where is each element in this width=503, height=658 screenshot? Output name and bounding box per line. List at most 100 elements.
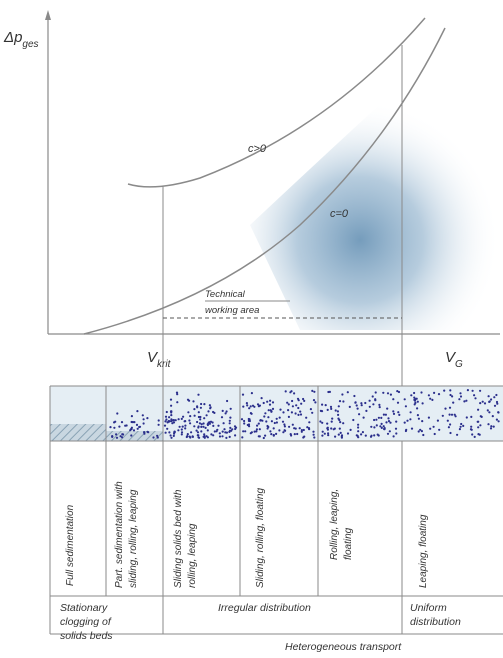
particle-dot	[416, 407, 419, 410]
particle-dot	[376, 433, 379, 436]
upper-curve-label: c>0	[248, 143, 267, 155]
particle-dot	[348, 405, 351, 408]
particle-dot	[130, 415, 133, 418]
particle-dot	[417, 430, 420, 433]
particle-dot	[337, 413, 340, 416]
particle-dot	[374, 391, 377, 394]
particle-dot	[170, 436, 173, 439]
particle-dot	[326, 408, 329, 411]
particle-dot	[221, 430, 224, 433]
particle-dot	[327, 432, 330, 435]
particle-dot	[327, 390, 330, 394]
particle-dot	[166, 427, 169, 430]
particle-dot	[281, 420, 285, 423]
particle-dot	[447, 426, 450, 429]
particle-dot	[387, 417, 390, 420]
particle-dot	[138, 425, 142, 428]
particle-dot	[403, 398, 406, 401]
particle-dot	[247, 419, 250, 422]
particle-dot	[385, 421, 388, 424]
particle-dot	[184, 420, 187, 423]
particle-dot	[188, 399, 191, 402]
particle-dot	[465, 399, 468, 402]
particle-dot	[448, 406, 452, 409]
particle-dot	[249, 412, 252, 415]
particle-dot	[217, 424, 220, 427]
y-axis-arrow-icon	[45, 10, 51, 20]
particle-dot	[111, 435, 114, 438]
particle-dot	[459, 395, 463, 398]
x-axis-symbol: V	[445, 349, 457, 366]
particle-dot	[392, 435, 395, 438]
particle-dot	[170, 414, 173, 417]
particle-dot	[210, 433, 213, 436]
particle-dot	[446, 419, 449, 422]
particle-dot	[242, 430, 245, 433]
particle-dot	[271, 407, 275, 410]
particle-dot	[368, 399, 371, 402]
particle-dot	[287, 415, 290, 418]
particle-dot	[357, 423, 360, 426]
particle-dot	[168, 416, 171, 419]
particle-dot	[355, 404, 358, 407]
particle-dot	[273, 421, 276, 425]
particle-dot	[245, 402, 248, 405]
particle-dot	[290, 411, 293, 414]
particle-dot	[413, 403, 416, 406]
particle-dot	[353, 394, 356, 398]
particle-dot	[308, 428, 311, 431]
particle-dot	[330, 420, 333, 423]
particle-dot	[339, 431, 342, 434]
particle-dot	[321, 421, 324, 424]
particle-dot	[272, 427, 275, 430]
particle-dot	[269, 399, 272, 402]
particle-dot	[493, 404, 497, 407]
particle-dot	[180, 417, 183, 420]
particle-dot	[373, 418, 376, 422]
particle-dot	[382, 391, 385, 394]
particle-dot	[406, 419, 409, 422]
particle-dot	[462, 424, 465, 427]
particle-dot	[231, 428, 234, 431]
particle-dot	[392, 410, 395, 413]
particle-dot	[396, 401, 400, 404]
particle-dot	[257, 435, 260, 438]
particle-dot	[165, 410, 168, 414]
particle-dot	[264, 434, 267, 437]
particle-dot	[496, 402, 499, 405]
particle-dot	[413, 399, 417, 402]
particle-dot	[115, 433, 118, 436]
particle-dot	[382, 425, 385, 428]
particle-dot	[220, 416, 224, 419]
particle-dot	[303, 435, 306, 438]
particle-dot	[495, 400, 499, 404]
particle-dot	[291, 423, 294, 426]
particle-dot	[479, 402, 482, 405]
particle-dot	[187, 411, 190, 414]
particle-dot	[486, 409, 489, 412]
particle-dot	[218, 432, 221, 435]
particle-dot	[358, 413, 361, 416]
particle-dot	[206, 429, 209, 432]
particle-dot	[338, 400, 342, 403]
particle-dot	[379, 425, 382, 428]
particle-dot	[228, 422, 231, 425]
particle-dot	[275, 421, 278, 424]
particle-dot	[479, 415, 482, 418]
particle-dot	[278, 429, 281, 432]
particle-dot	[474, 397, 477, 400]
particle-dot	[269, 430, 272, 433]
particle-dot	[487, 423, 490, 426]
particle-dot	[193, 425, 196, 428]
particle-dot	[495, 418, 498, 421]
particle-dot	[319, 409, 322, 412]
particle-dot	[225, 431, 228, 434]
particle-dot	[264, 412, 267, 415]
particle-dot	[416, 400, 419, 403]
particle-dot	[349, 428, 352, 431]
particle-dot	[336, 410, 339, 413]
curve-c-equal-zero	[83, 27, 446, 335]
particle-dot	[410, 394, 413, 397]
particle-dot	[382, 413, 385, 416]
particle-dot	[452, 401, 455, 404]
